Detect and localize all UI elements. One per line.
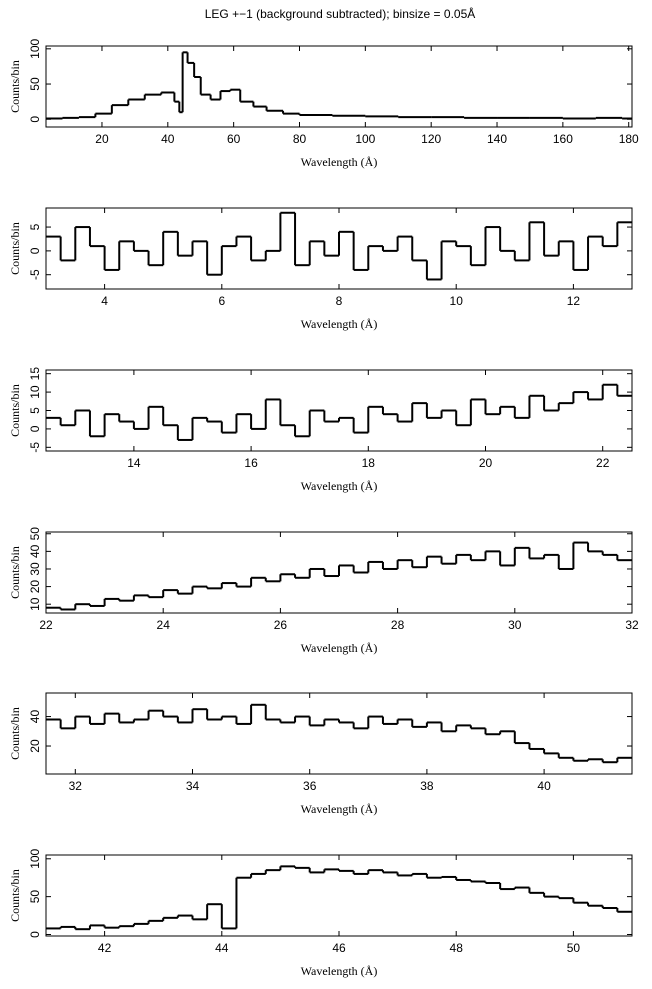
x-tick-label: 12: [567, 294, 581, 308]
x-tick-label: 22: [596, 456, 610, 470]
x-tick-label: 38: [420, 779, 434, 793]
axes-frame: [45, 692, 633, 775]
x-tick-label: 42: [98, 941, 112, 955]
x-tick-label: 34: [186, 779, 200, 793]
y-tick-label: 100: [28, 848, 42, 868]
plot-area: [46, 541, 632, 611]
y-tick-label: 20: [28, 739, 42, 753]
x-tick-label: 26: [274, 618, 288, 632]
plot-area: [46, 51, 632, 120]
x-tick-label: 40: [161, 132, 175, 146]
y-tick-label: -5: [28, 442, 42, 453]
y-tick-label: 100: [28, 38, 42, 58]
y-axis-label: Counts/bin: [8, 384, 22, 437]
plot-area: [46, 865, 632, 931]
y-tick-label: 40: [28, 544, 42, 558]
y-tick-label: 0: [28, 931, 42, 938]
y-axis-label: Counts/bin: [8, 222, 22, 275]
y-axis-label: Counts/bin: [8, 60, 22, 113]
x-tick-label: 32: [69, 779, 83, 793]
y-tick-label: 5: [28, 223, 42, 230]
plot-area: [46, 703, 632, 764]
x-tick-label: 28: [391, 618, 405, 632]
x-tick-label: 24: [157, 618, 171, 632]
x-tick-label: 22: [39, 618, 53, 632]
x-tick-label: 20: [479, 456, 493, 470]
x-tick-label: 14: [127, 456, 141, 470]
x-axis-label: Wavelength (Å): [301, 155, 378, 169]
x-axis-label: Wavelength (Å): [301, 802, 378, 816]
axes-frame: [45, 531, 633, 614]
x-tick-label: 120: [421, 132, 441, 146]
plot-area: [46, 211, 632, 281]
x-tick-label: 6: [218, 294, 225, 308]
x-axis-label: Wavelength (Å): [301, 479, 378, 493]
x-tick-label: 80: [293, 132, 307, 146]
y-tick-label: 0: [28, 247, 42, 254]
y-tick-label: 5: [28, 407, 42, 414]
x-tick-label: 4: [101, 294, 108, 308]
x-tick-label: 36: [303, 779, 317, 793]
x-axis-label: Wavelength (Å): [301, 964, 378, 978]
x-tick-label: 48: [450, 941, 464, 955]
y-tick-label: 10: [28, 597, 42, 611]
x-tick-label: 44: [215, 941, 229, 955]
y-tick-label: 50: [28, 527, 42, 541]
y-tick-label: 30: [28, 562, 42, 576]
y-tick-label: 40: [28, 710, 42, 724]
x-tick-label: 8: [336, 294, 343, 308]
y-axis-label: Counts/bin: [8, 546, 22, 599]
x-tick-label: 20: [95, 132, 109, 146]
figure-title: LEG +−1 (background subtracted); binsize…: [205, 6, 476, 21]
x-tick-label: 10: [450, 294, 464, 308]
x-tick-label: 180: [619, 132, 639, 146]
x-tick-label: 32: [625, 618, 639, 632]
x-tick-label: 160: [553, 132, 573, 146]
axes-frame: [45, 45, 633, 128]
x-axis-label: Wavelength (Å): [301, 641, 378, 655]
x-tick-label: 16: [244, 456, 258, 470]
x-tick-label: 60: [227, 132, 241, 146]
y-tick-label: 20: [28, 580, 42, 594]
y-tick-label: 0: [28, 425, 42, 432]
x-tick-label: 50: [567, 941, 581, 955]
x-tick-label: 140: [487, 132, 507, 146]
y-axis-label: Counts/bin: [8, 707, 22, 760]
x-tick-label: 46: [332, 941, 346, 955]
x-tick-label: 100: [355, 132, 375, 146]
y-axis-label: Counts/bin: [8, 869, 22, 922]
y-tick-label: 50: [28, 77, 42, 91]
plot-area: [46, 383, 632, 441]
x-axis-label: Wavelength (Å): [301, 317, 378, 331]
y-tick-label: 0: [28, 116, 42, 123]
y-tick-label: 50: [28, 890, 42, 904]
y-tick-label: 15: [28, 367, 42, 381]
x-tick-label: 30: [508, 618, 522, 632]
x-tick-label: 40: [537, 779, 551, 793]
x-tick-label: 18: [362, 456, 376, 470]
y-tick-label: 10: [28, 385, 42, 399]
y-tick-label: -5: [28, 269, 42, 280]
